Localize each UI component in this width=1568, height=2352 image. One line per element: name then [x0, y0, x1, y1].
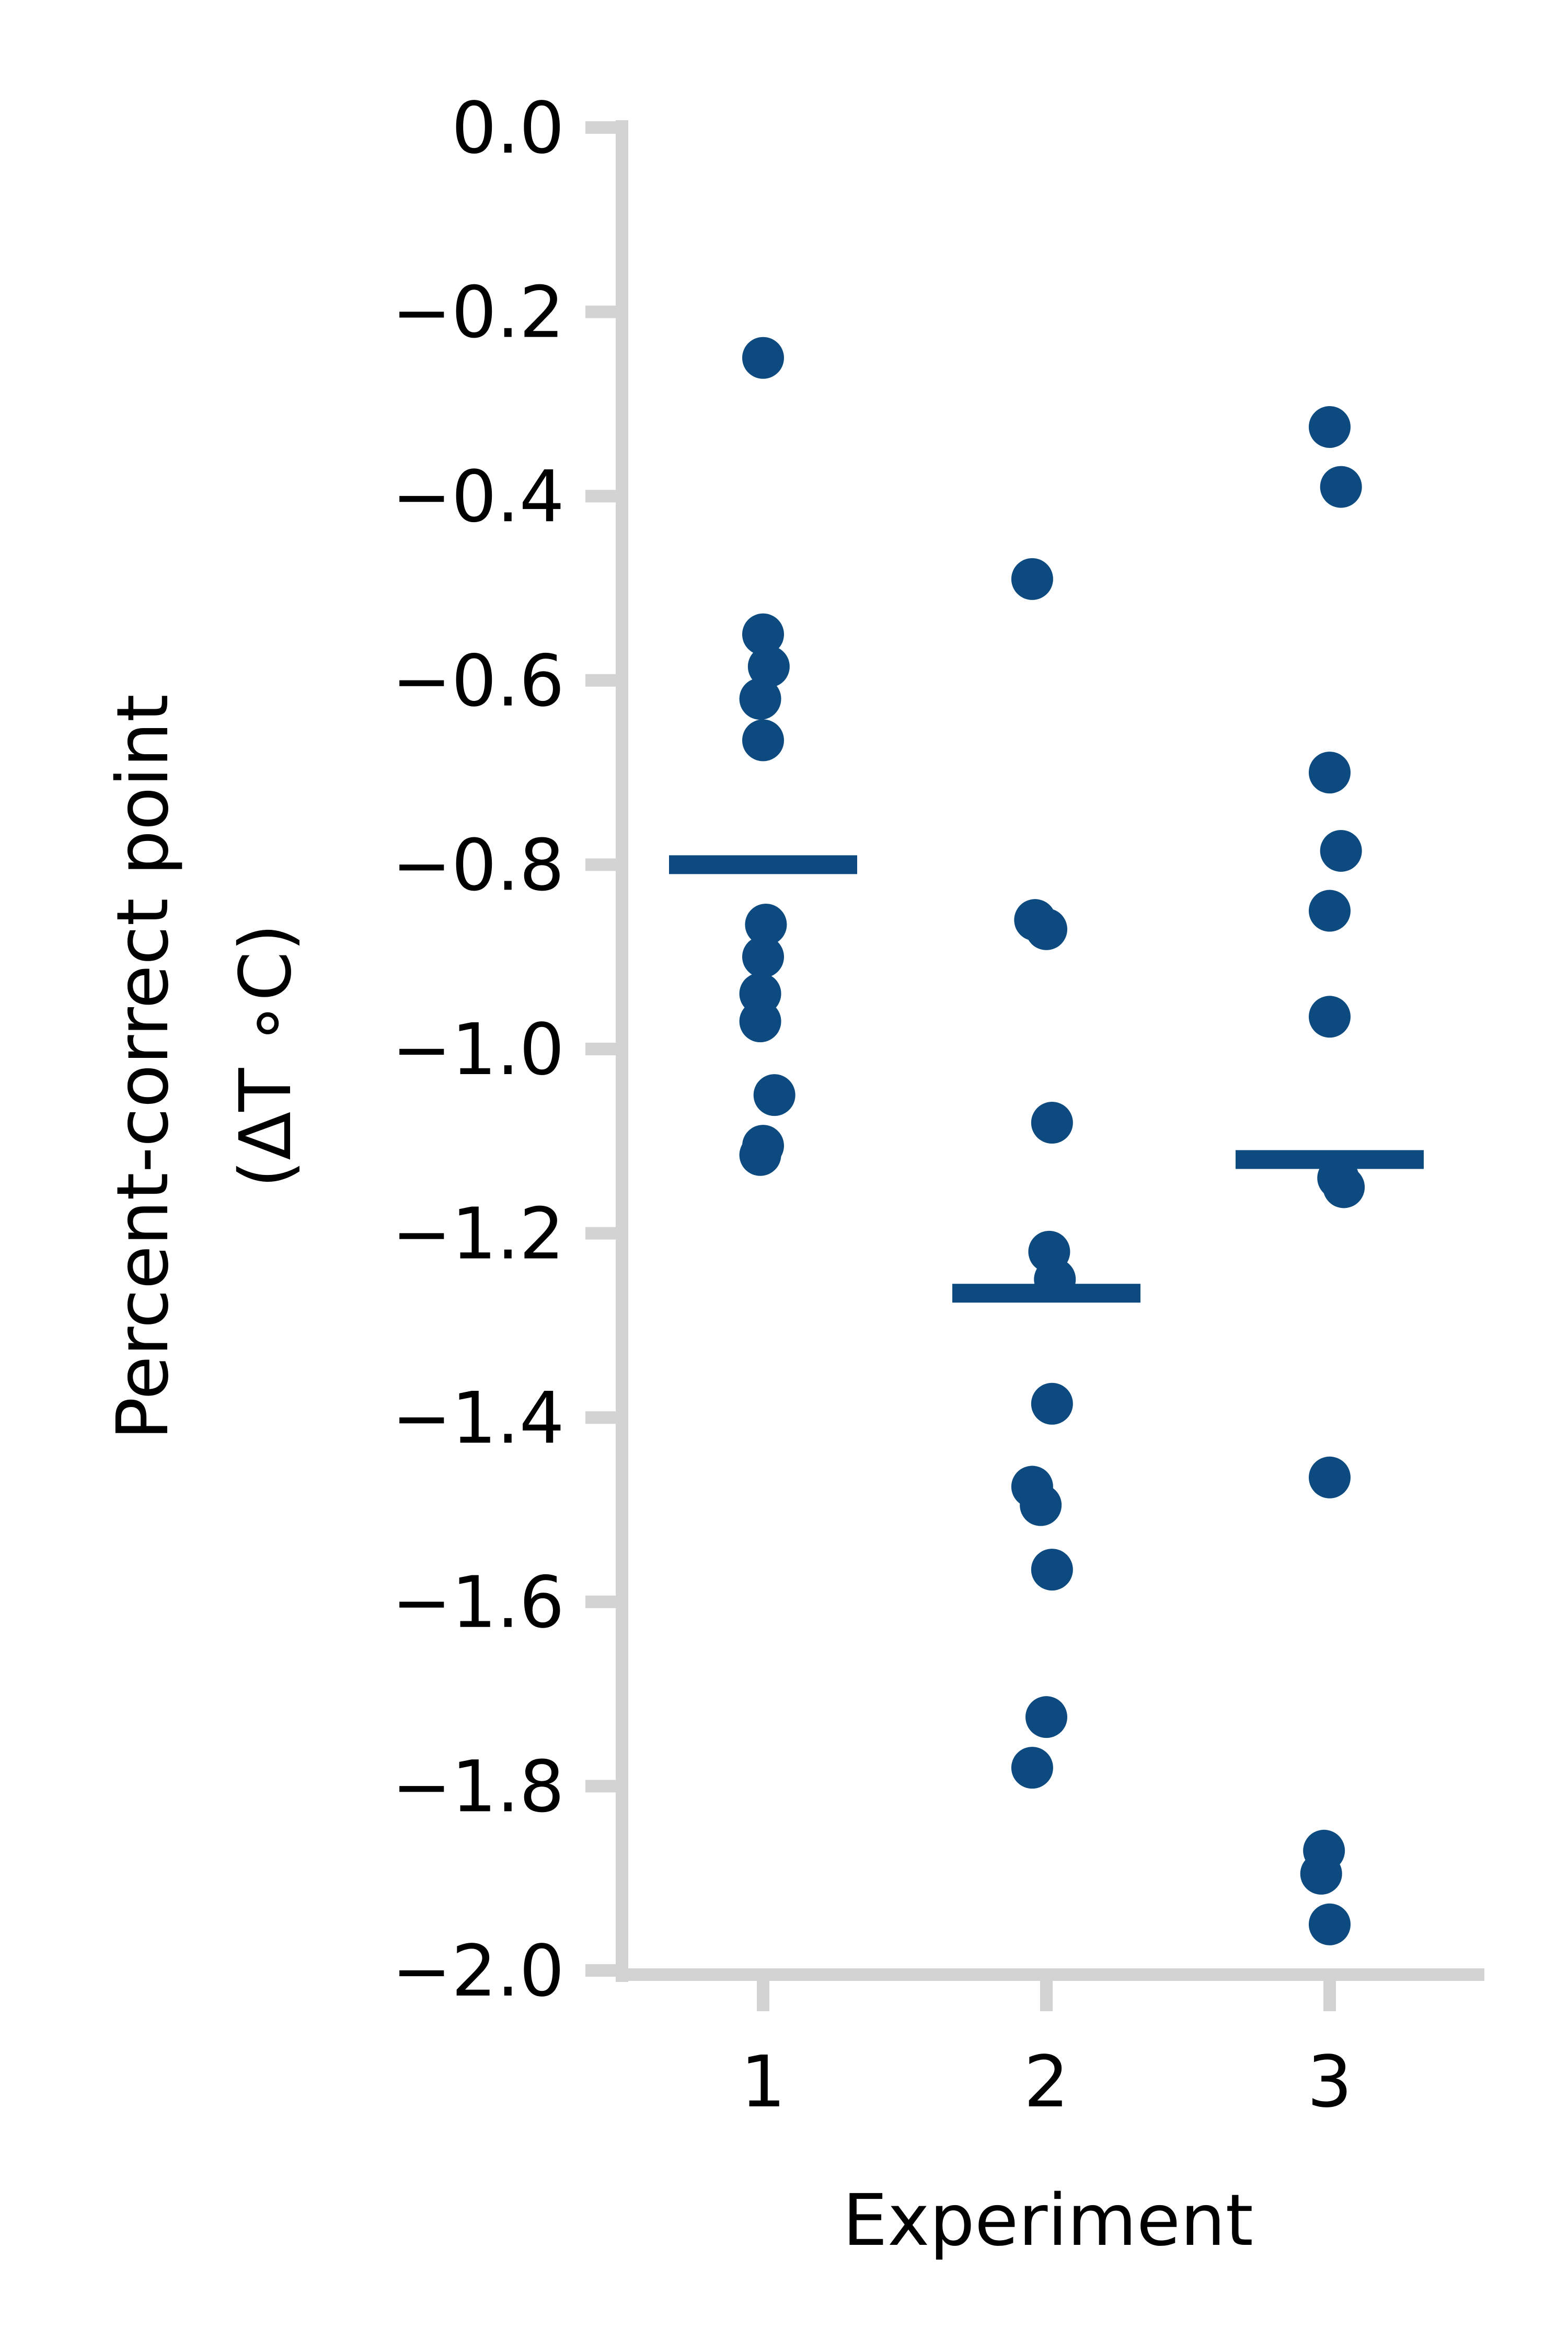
x-tick-label: 1 [741, 2041, 786, 2124]
y-tick-label: −0.8 [392, 824, 564, 907]
y-tick-label: −1.6 [392, 1562, 564, 1644]
data-point [1025, 908, 1067, 950]
data-point [742, 613, 784, 655]
data-point [1031, 1549, 1073, 1591]
data-point [742, 936, 784, 978]
y-tick-label: −2.0 [392, 1930, 564, 2013]
y-tick-label: −1.4 [392, 1377, 564, 1460]
data-point [739, 678, 781, 720]
data-point [1025, 1696, 1067, 1738]
data-point [747, 645, 790, 688]
data-point [739, 1000, 781, 1043]
data-point [1031, 1382, 1073, 1425]
data-point [1031, 1102, 1073, 1144]
y-tick-label: −0.6 [392, 640, 564, 723]
x-tick-label: 3 [1307, 2041, 1353, 2124]
y-tick-label: −0.4 [392, 456, 564, 538]
y-axis-title-line-2: (ΔT ∘C) [225, 924, 307, 1188]
data-point [1034, 1258, 1076, 1300]
data-point [1320, 466, 1362, 508]
data-point [739, 1134, 781, 1176]
y-tick-label: −1.2 [392, 1193, 564, 1276]
x-axis-title: Experiment [843, 2180, 1253, 2262]
data-point [1011, 558, 1053, 600]
y-tick-label: −1.8 [392, 1746, 564, 1828]
data-point [1309, 1456, 1351, 1498]
data-point [753, 1074, 795, 1116]
data-point [1309, 406, 1351, 448]
data-point [1309, 890, 1351, 932]
data-points [739, 337, 1365, 1945]
data-point [1320, 829, 1362, 872]
data-point [1323, 1166, 1365, 1208]
ticks: 0.0 −0.2 −0.4 −0.6 −0.8 −1.0 −1.2 −1.4 −1.6 −1.8 −… [392, 87, 1353, 2124]
y-tick-label: 0.0 [452, 87, 564, 170]
y-tick-label: −1.0 [392, 1009, 564, 1091]
data-point [1309, 752, 1351, 794]
x-tick-label: 2 [1024, 2041, 1069, 2124]
data-point [742, 719, 784, 762]
data-point [1011, 1747, 1053, 1789]
y-axis-title: Percent-correct point (ΔT ∘C) [102, 672, 307, 1440]
y-tick-label: −0.2 [392, 272, 564, 354]
data-point [1300, 1852, 1342, 1895]
data-point [1020, 1484, 1062, 1526]
data-point [1309, 1903, 1351, 1945]
data-point [742, 337, 784, 379]
data-point [745, 903, 787, 946]
data-point [1309, 996, 1351, 1038]
y-axis-title-line-1: Percent-correct point [102, 694, 185, 1440]
